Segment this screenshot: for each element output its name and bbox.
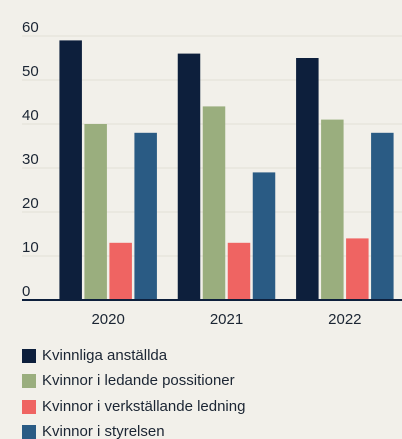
y-tick-label: 60 <box>22 19 39 36</box>
y-tick-label: 50 <box>22 63 39 80</box>
legend-swatch <box>22 374 36 388</box>
bar <box>296 58 319 300</box>
bar <box>59 40 82 301</box>
legend-label: Kvinnor i ledande possitioner <box>42 372 235 389</box>
bar <box>252 172 276 300</box>
legend-swatch <box>22 400 36 414</box>
x-tick-label: 2022 <box>328 311 361 328</box>
legend-label: Kvinnor i styrelsen <box>42 423 165 439</box>
bar <box>371 132 394 300</box>
legend-swatch <box>22 349 36 363</box>
y-tick-label: 10 <box>22 239 39 256</box>
bar <box>202 106 226 301</box>
bar <box>84 124 107 300</box>
y-tick-label: 20 <box>22 195 39 212</box>
legend-label: Kvinnor i verkställande ledning <box>42 398 245 415</box>
bar <box>134 132 157 300</box>
bar <box>321 119 344 300</box>
legend-swatch <box>22 425 36 439</box>
y-tick-label: 0 <box>22 283 30 300</box>
legend-label: Kvinnliga anställda <box>42 347 168 364</box>
x-tick-label: 2020 <box>91 311 124 328</box>
bar <box>177 53 201 300</box>
bar <box>227 242 251 300</box>
bar <box>346 238 369 300</box>
y-tick-label: 30 <box>22 151 39 168</box>
y-tick-label: 40 <box>22 107 39 124</box>
bar <box>109 242 132 300</box>
x-tick-label: 2021 <box>210 311 243 328</box>
